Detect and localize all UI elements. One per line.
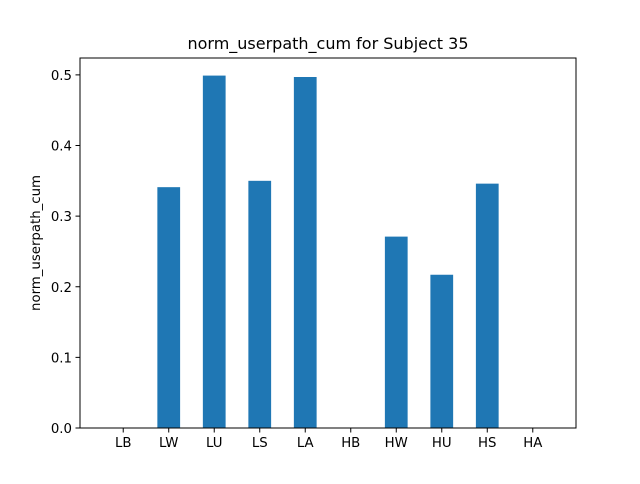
bar-hs bbox=[475, 183, 499, 428]
x-tick-label-hs: HS bbox=[478, 436, 496, 451]
y-axis-ticks: 0.0 0.1 0.2 0.3 0.4 0.5 bbox=[51, 69, 80, 437]
bar-lw bbox=[157, 187, 181, 428]
bar-hw bbox=[384, 236, 408, 428]
y-tick-label: 0.5 bbox=[51, 69, 72, 84]
x-tick-label-lu: LU bbox=[206, 436, 222, 451]
y-tick-label: 0.0 bbox=[51, 422, 72, 437]
y-tick-label: 0.4 bbox=[51, 140, 72, 155]
bar-lu bbox=[202, 75, 226, 428]
x-tick-label-hu: HU bbox=[432, 436, 452, 451]
x-tick-label-lb: LB bbox=[115, 436, 132, 451]
x-tick-label-ls: LS bbox=[252, 436, 268, 451]
y-tick-label: 0.3 bbox=[51, 210, 72, 225]
bar-la bbox=[293, 77, 317, 428]
y-tick-label: 0.2 bbox=[51, 281, 72, 296]
y-tick-label: 0.1 bbox=[51, 351, 72, 366]
y-axis-label: norm_userpath_cum bbox=[29, 175, 44, 311]
x-axis-ticks: LB LW LU LS LA HB HW HU HS HA bbox=[115, 428, 542, 451]
x-tick-label-hw: HW bbox=[385, 436, 408, 451]
chart-title: norm_userpath_cum for Subject 35 bbox=[187, 34, 468, 54]
bars bbox=[157, 75, 499, 428]
x-tick-label-la: LA bbox=[297, 436, 314, 451]
x-tick-label-ha: HA bbox=[523, 436, 542, 451]
x-tick-label-hb: HB bbox=[341, 436, 360, 451]
bar-ls bbox=[248, 180, 272, 428]
bar-hu bbox=[430, 274, 454, 428]
plot-frame bbox=[79, 57, 577, 429]
x-tick-label-lw: LW bbox=[159, 436, 178, 451]
